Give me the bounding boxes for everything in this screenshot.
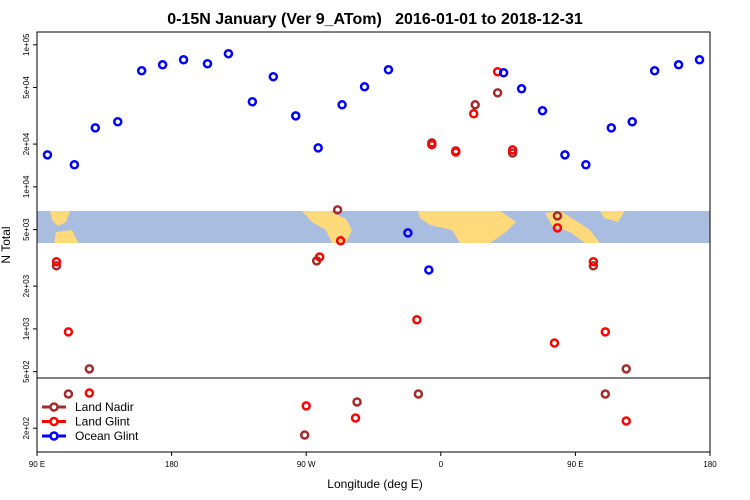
y-tick-label: 1e+04	[22, 175, 31, 198]
point	[412, 314, 422, 325]
point	[268, 71, 279, 82]
point	[468, 108, 479, 119]
point	[63, 389, 74, 399]
point	[507, 145, 518, 155]
point	[552, 223, 563, 233]
point	[51, 256, 62, 267]
point	[332, 205, 343, 215]
point	[516, 84, 527, 94]
legend-marker	[49, 402, 59, 412]
point	[337, 100, 347, 110]
point	[247, 97, 258, 107]
chart-title: 0-15N January (Ver 9_ATom) 2016-01-01 to…	[167, 11, 583, 28]
point	[588, 256, 599, 267]
x-tick-label: 90 W	[297, 460, 316, 469]
x-tick-label: 90 E	[29, 460, 45, 469]
point	[136, 66, 147, 76]
legend-marker	[49, 431, 59, 441]
point	[42, 150, 53, 160]
point	[157, 60, 168, 70]
point	[51, 261, 62, 271]
y-tick-label: 1e+03	[22, 317, 31, 340]
point	[427, 139, 437, 150]
point	[424, 265, 434, 275]
legend-marker	[49, 416, 59, 427]
point	[314, 252, 325, 262]
point	[621, 416, 631, 426]
point	[69, 160, 80, 170]
point	[335, 236, 346, 246]
point	[290, 111, 301, 121]
y-tick-label: 2e+04	[22, 132, 31, 155]
point	[178, 55, 189, 65]
x-tick-label: 0	[439, 460, 444, 469]
point	[113, 117, 123, 127]
point	[350, 413, 361, 423]
point	[313, 143, 323, 153]
point	[451, 147, 461, 157]
point	[581, 160, 591, 170]
y-tick-label: 2e+02	[22, 416, 31, 439]
point	[202, 59, 213, 69]
point	[299, 430, 310, 440]
x-tick-label: 180	[165, 460, 179, 469]
y-tick-label: 2e+03	[22, 274, 31, 297]
point	[560, 150, 570, 160]
point	[498, 68, 509, 78]
point	[470, 100, 480, 110]
point	[549, 338, 560, 348]
y-tick-label: 5e+03	[22, 218, 31, 241]
point	[606, 123, 617, 133]
point	[588, 261, 599, 271]
point	[90, 123, 101, 133]
point	[492, 88, 503, 98]
point	[352, 397, 362, 407]
point	[627, 117, 637, 127]
point	[694, 55, 705, 65]
legend-label: Land Glint	[75, 415, 130, 429]
point	[63, 327, 74, 337]
point	[301, 401, 311, 411]
point	[383, 65, 394, 75]
plot-frame	[36, 31, 711, 453]
x-tick-label: 90 E	[567, 460, 583, 469]
legend-label: Ocean Glint	[75, 429, 139, 443]
x-tick-label: 180	[703, 460, 717, 469]
y-tick-label: 5e+04	[22, 76, 31, 99]
map-band	[37, 211, 710, 243]
point	[223, 48, 234, 59]
point	[84, 388, 95, 398]
point	[403, 228, 413, 238]
y-axis-label: N Total	[0, 226, 13, 263]
point	[673, 60, 684, 70]
point	[649, 66, 660, 76]
point	[600, 389, 611, 399]
y-tick-label: 1e+05	[22, 33, 31, 56]
x-axis-label: Longitude (deg E)	[327, 477, 422, 491]
point	[537, 106, 548, 116]
point	[84, 364, 95, 374]
point	[621, 364, 631, 374]
point	[413, 389, 424, 399]
y-tick-label: 5e+02	[22, 360, 31, 383]
point	[359, 82, 370, 92]
point	[600, 327, 611, 337]
legend-label: Land Nadir	[75, 400, 134, 414]
point	[552, 211, 563, 221]
